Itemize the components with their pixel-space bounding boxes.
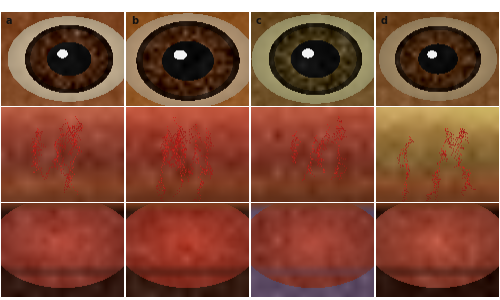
Text: a: a	[6, 16, 12, 26]
Text: b: b	[131, 16, 138, 26]
Text: c: c	[256, 16, 262, 26]
Text: d: d	[381, 16, 388, 26]
